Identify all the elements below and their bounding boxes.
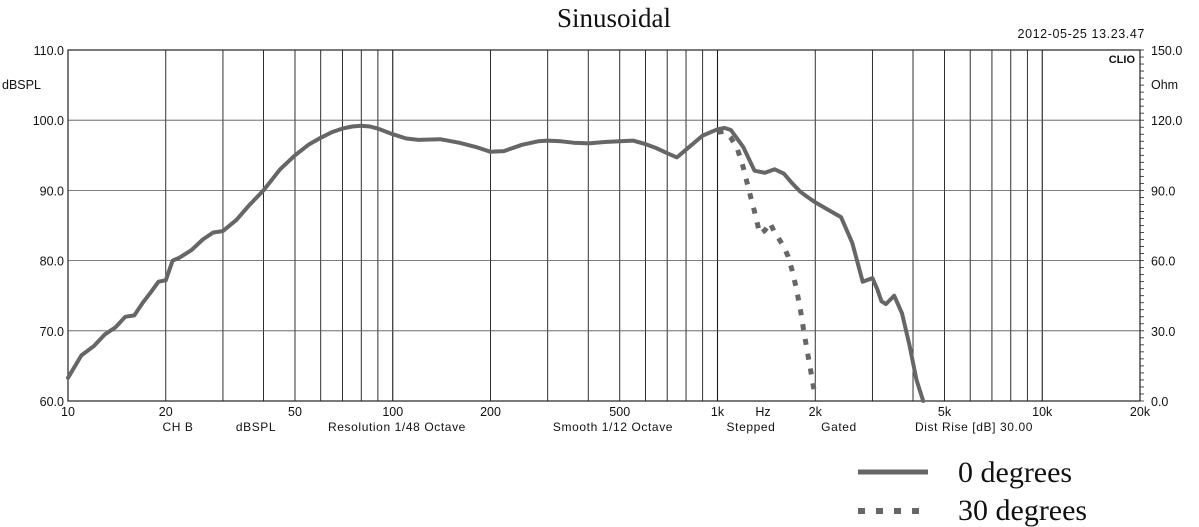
- measurement-setting: CH B: [162, 420, 193, 434]
- y-tick-label: 90.0: [40, 184, 64, 198]
- x-tick-label: 5k: [938, 405, 952, 419]
- y2-tick-label: 30.0: [1151, 325, 1175, 339]
- y2-tick-label: 0.0: [1151, 395, 1168, 409]
- x-tick-label: 200: [480, 405, 501, 419]
- legend-label-0-degrees: 0 degrees: [958, 456, 1072, 489]
- series-line-0-degrees: [66, 123, 926, 403]
- x-axis-tick-labels: 10 20 50 100 200 500 1k 2k 5k 10k 20k: [61, 405, 1151, 419]
- measurement-settings-line: CH B dBSPL Resolution 1/48 Octave Smooth 1/…: [162, 420, 1033, 434]
- x-axis-unit-label: Hz: [755, 405, 770, 419]
- measurement-setting: Stepped: [727, 420, 776, 434]
- x-tick-label: 500: [609, 405, 630, 419]
- chart-title: Sinusoidal: [557, 3, 671, 33]
- right-axis-minor-ticks: [1140, 49, 1144, 402]
- y2-axis-tick-labels: 150.0 120.0 90.0 60.0 30.0 0.0: [1151, 44, 1182, 409]
- y-tick-label: 110.0: [34, 44, 64, 58]
- y-tick-label: 80.0: [40, 255, 64, 269]
- x-tick-label: 10: [61, 405, 75, 419]
- x-tick-label: 20: [159, 405, 173, 419]
- x-tick-label: 20k: [1130, 405, 1151, 419]
- measurement-timestamp: 2012-05-25 13.23.47: [1018, 27, 1145, 41]
- x-tick-label: 50: [288, 405, 302, 419]
- y-axis-tick-labels: 110.0 100.0 90.0 80.0 70.0 60.0: [33, 44, 64, 409]
- y2-axis-unit-label: Ohm: [1151, 78, 1178, 92]
- y2-tick-label: 150.0: [1151, 44, 1182, 58]
- x-tick-label: 100: [382, 405, 403, 419]
- y-tick-label: 100.0: [33, 114, 64, 128]
- brand-label: CLIO: [1109, 54, 1136, 66]
- y2-tick-label: 120.0: [1151, 114, 1182, 128]
- legend-label-30-degrees: 30 degrees: [958, 494, 1087, 527]
- data-series: [66, 123, 926, 403]
- measurement-setting: Dist Rise [dB] 30.00: [915, 420, 1033, 434]
- y-axis-unit-label: dBSPL: [2, 78, 41, 92]
- plot-grid: [68, 50, 1140, 401]
- x-tick-label: 10k: [1032, 405, 1053, 419]
- y-tick-label: 60.0: [40, 395, 64, 409]
- measurement-setting: Smooth 1/12 Octave: [553, 420, 673, 434]
- chart-legend: 0 degrees 30 degrees: [858, 456, 1087, 527]
- measurement-setting: Gated: [821, 420, 857, 434]
- x-tick-label: 2k: [809, 405, 823, 419]
- series-line-30-degrees: [717, 128, 818, 398]
- y2-tick-label: 60.0: [1151, 255, 1175, 269]
- y2-tick-label: 90.0: [1151, 184, 1175, 198]
- y-tick-label: 70.0: [40, 325, 64, 339]
- measurement-setting: Resolution 1/48 Octave: [328, 420, 466, 434]
- measurement-setting: dBSPL: [236, 420, 276, 434]
- x-tick-label: 1k: [711, 405, 725, 419]
